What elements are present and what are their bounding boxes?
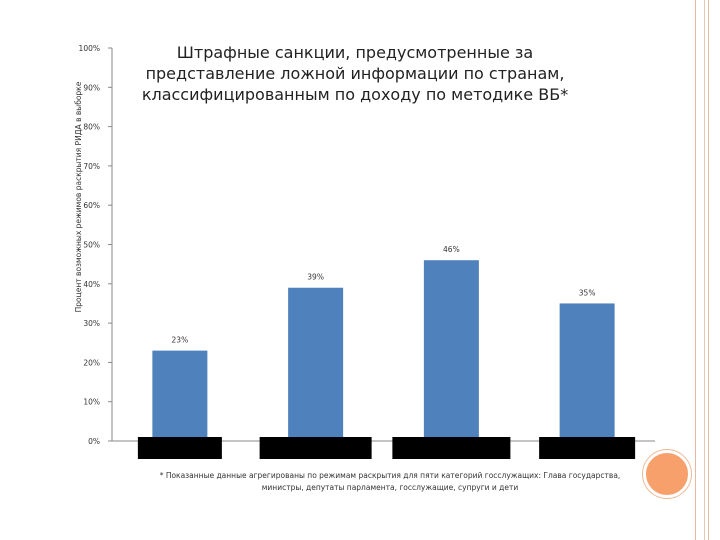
chart-title: Штрафные санкции, предусмотренные за пре… bbox=[141, 43, 569, 104]
data-label: 39% bbox=[307, 273, 324, 282]
y-tick-label: 90% bbox=[83, 83, 100, 92]
y-tick-label: 40% bbox=[83, 280, 100, 289]
decorative-circle bbox=[643, 450, 691, 498]
category-label-box bbox=[392, 437, 511, 459]
category-label-box bbox=[259, 437, 372, 459]
data-label: 46% bbox=[443, 245, 460, 254]
y-tick-label: 80% bbox=[83, 123, 100, 132]
y-tick-label: 20% bbox=[83, 358, 100, 367]
data-label: 23% bbox=[172, 336, 189, 345]
bar bbox=[559, 303, 615, 441]
y-tick-label: 30% bbox=[83, 319, 100, 328]
bar bbox=[423, 260, 479, 441]
y-tick-label: 10% bbox=[83, 398, 100, 407]
category-label-box bbox=[539, 437, 636, 459]
data-label: 35% bbox=[579, 288, 596, 297]
bar bbox=[152, 350, 208, 441]
bar bbox=[288, 287, 344, 441]
footnote: * Показанные данные агрегированы по режи… bbox=[159, 471, 621, 492]
y-tick-label: 60% bbox=[83, 201, 100, 210]
category-label-box bbox=[137, 437, 222, 459]
y-tick-label: 0% bbox=[88, 437, 100, 446]
y-tick-label: 70% bbox=[83, 162, 100, 171]
y-tick-label: 100% bbox=[79, 44, 100, 53]
slide-frame-line bbox=[704, 0, 705, 540]
slide-frame-border bbox=[695, 0, 709, 540]
y-tick-label: 50% bbox=[83, 241, 100, 250]
